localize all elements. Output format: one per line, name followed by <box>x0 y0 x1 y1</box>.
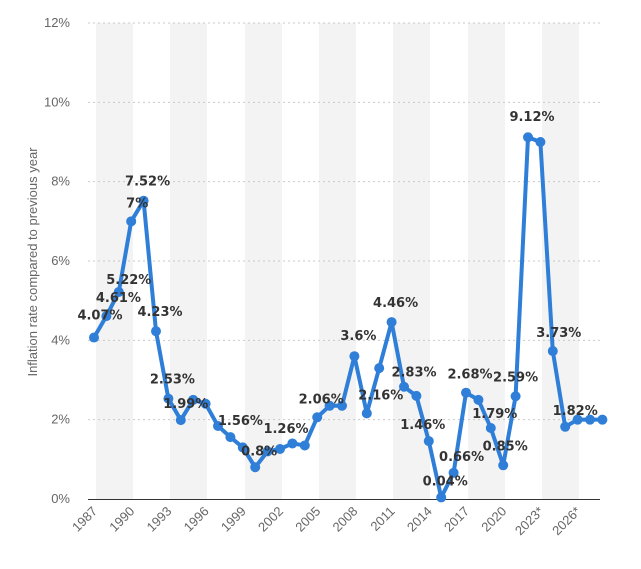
data-point <box>138 195 149 206</box>
data-point <box>585 414 595 425</box>
x-tick-label: 2023* <box>512 504 547 539</box>
x-tick-label: 2017 <box>441 504 472 535</box>
data-point <box>473 394 484 405</box>
x-tick-label: 1987 <box>69 504 100 535</box>
data-point <box>461 387 471 398</box>
data-label: 4.07% <box>77 309 122 324</box>
y-axis-tick-labels: 0% 2% 4% 6% 8% 10% 12% <box>44 15 70 506</box>
data-point <box>399 381 409 392</box>
data-point <box>250 462 261 473</box>
data-label: 2.06% <box>299 392 344 407</box>
data-label: 0.8% <box>241 444 277 459</box>
y-tick-label: 0% <box>51 491 70 506</box>
data-label: 1.56% <box>218 414 263 429</box>
data-label: 1.99% <box>163 397 208 412</box>
data-point <box>262 446 273 457</box>
y-tick-label: 8% <box>51 174 70 189</box>
data-label: 2.53% <box>150 373 195 388</box>
x-tick-label: 1999 <box>218 504 249 535</box>
data-point <box>535 137 546 147</box>
data-point <box>523 132 533 143</box>
data-point <box>498 460 509 471</box>
data-label: 9.12% <box>509 110 554 125</box>
data-label: 0.85% <box>483 439 528 454</box>
data-point <box>324 400 335 411</box>
data-point <box>485 422 496 433</box>
data-point <box>510 391 521 402</box>
gridlines <box>88 22 600 421</box>
data-label: 0.66% <box>439 450 484 465</box>
data-label: 7% <box>126 196 148 211</box>
x-tick-label: 2002 <box>255 504 286 535</box>
x-tick-label: 2020 <box>478 504 509 535</box>
y-tick-label: 2% <box>51 412 70 427</box>
data-point <box>374 363 385 374</box>
data-point <box>349 351 360 362</box>
data-label: 7.52% <box>125 175 170 190</box>
data-point <box>101 311 112 322</box>
data-label: 3.6% <box>340 329 376 344</box>
data-point <box>572 414 583 425</box>
x-tick-label: 1996 <box>181 504 212 535</box>
data-label: 1.82% <box>553 404 598 419</box>
x-tick-label: 1993 <box>143 504 174 535</box>
data-point <box>411 390 422 401</box>
y-axis-label: Inflation rate compared to previous year <box>25 147 40 377</box>
data-point <box>89 332 99 343</box>
data-label: 1.26% <box>263 422 308 437</box>
x-tick-label: 2008 <box>329 504 360 535</box>
x-tick-label: 2026* <box>549 504 584 539</box>
data-point <box>275 444 285 455</box>
x-tick-label: 2014 <box>404 504 435 535</box>
data-label: 2.83% <box>391 366 436 381</box>
data-label: 4.46% <box>373 296 418 311</box>
data-point <box>163 393 174 404</box>
data-point <box>337 400 347 411</box>
data-label: 4.61% <box>96 291 141 306</box>
data-label: 2.59% <box>493 370 538 385</box>
data-point <box>448 467 459 478</box>
data-point <box>361 408 372 419</box>
data-label: 3.73% <box>536 326 581 341</box>
x-tick-label: 2011 <box>367 504 397 534</box>
data-label: 4.23% <box>137 305 182 320</box>
data-label: 5.22% <box>106 273 151 288</box>
data-label: 2.68% <box>447 368 492 383</box>
x-axis-tick-labels: 1987 1990 1993 1996 1999 2002 2005 2008 2011 2014… <box>69 504 584 539</box>
data-point <box>386 317 397 328</box>
data-point <box>423 436 434 447</box>
data-point <box>560 421 571 432</box>
y-tick-label: 4% <box>51 332 70 347</box>
data-point <box>436 492 447 503</box>
data-point <box>287 438 298 449</box>
data-points <box>89 132 608 503</box>
data-point <box>299 440 310 451</box>
x-tick-label: 2005 <box>292 504 323 535</box>
data-point <box>151 326 161 337</box>
y-tick-label: 12% <box>44 15 70 30</box>
data-point <box>113 286 124 297</box>
data-label: 1.79% <box>472 407 517 422</box>
data-point <box>175 415 186 426</box>
x-tick-label: 1990 <box>106 504 137 535</box>
data-label: 0.04% <box>423 474 468 489</box>
data-point <box>237 442 248 453</box>
data-point <box>188 394 199 405</box>
y-tick-label: 10% <box>44 94 70 109</box>
data-point <box>126 216 137 227</box>
data-label: 1.46% <box>400 418 445 433</box>
y-tick-label: 6% <box>51 253 70 268</box>
data-point <box>213 421 223 432</box>
data-labels: 4.07% 4.61% 5.22% 7% 7.52% 4.23% 2.53% 1.99% 1.5… <box>77 110 597 489</box>
data-point <box>547 346 558 357</box>
data-point <box>597 414 608 425</box>
data-point <box>200 398 211 409</box>
data-point <box>312 412 323 423</box>
data-label: 2.16% <box>358 388 403 403</box>
data-point <box>225 432 236 443</box>
